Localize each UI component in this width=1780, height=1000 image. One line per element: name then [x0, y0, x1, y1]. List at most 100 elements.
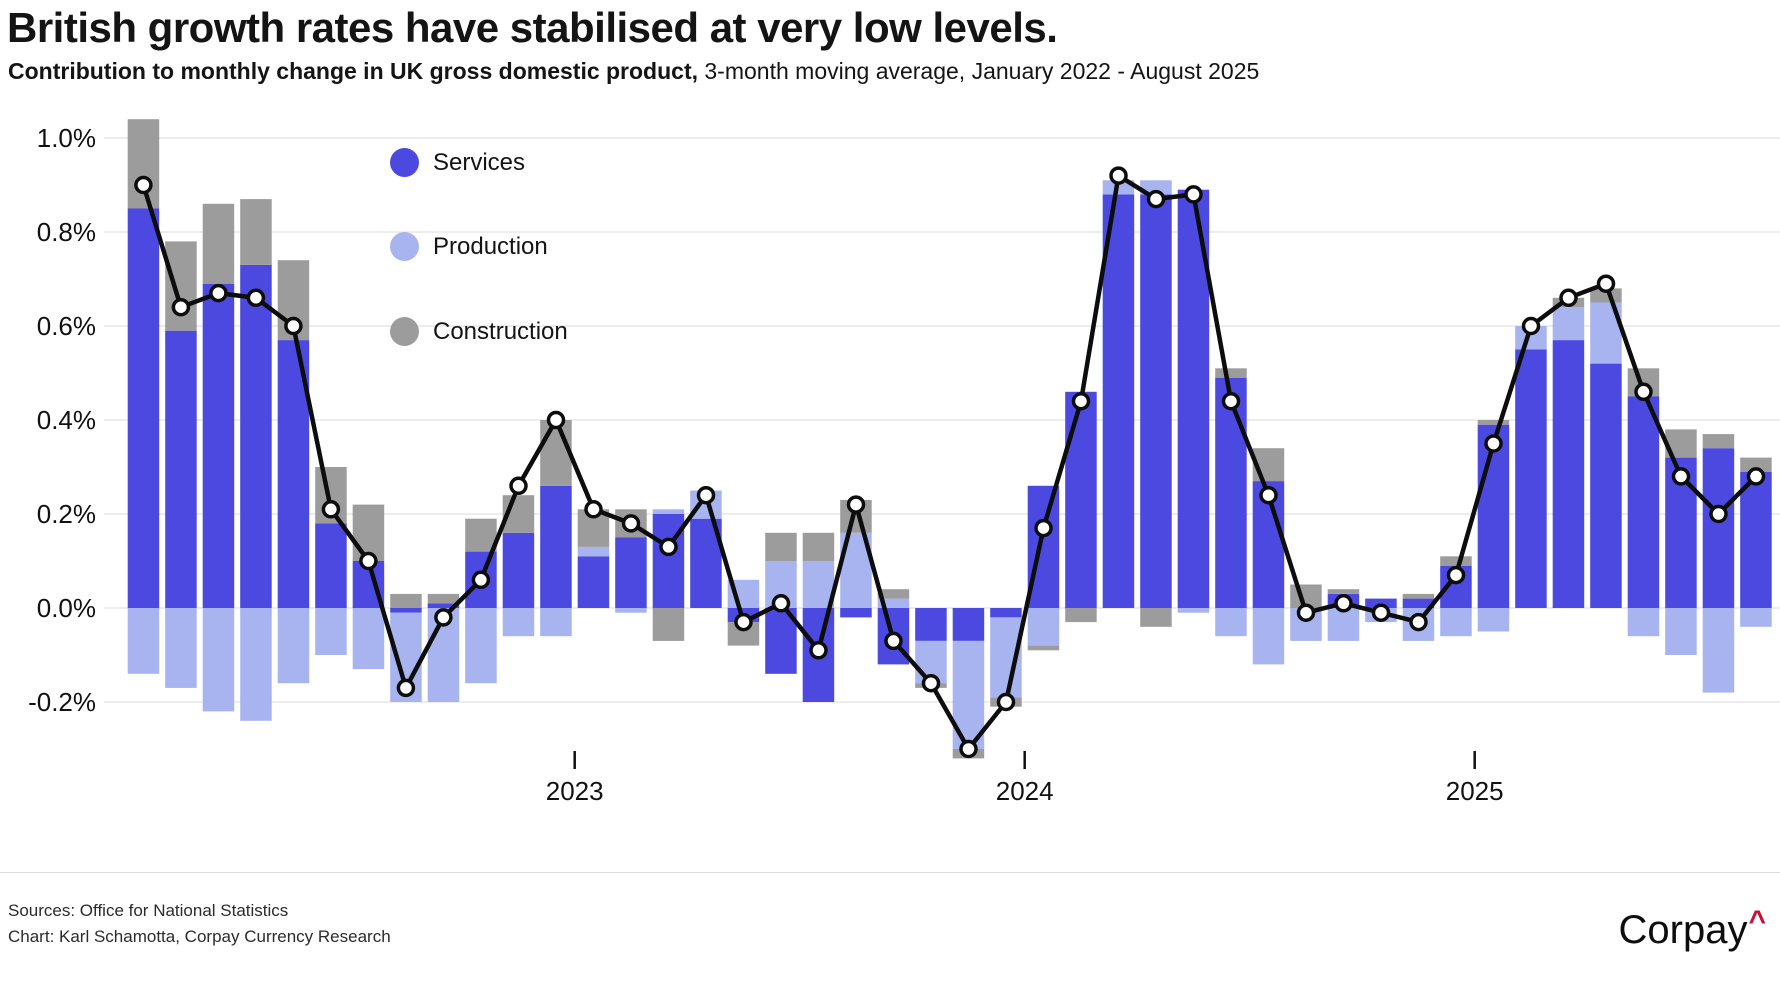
bar-segment-production-2023-03 [652, 509, 685, 514]
footer-chart-credit: Chart: Karl Schamotta, Corpay Currency R… [8, 927, 391, 946]
bar-segment-production-2024-07 [1252, 608, 1285, 665]
bar-segment-construction-2022-09 [427, 593, 460, 604]
corpay-logo-text: Corpay [1618, 908, 1748, 952]
line-marker-2022-05 [284, 316, 303, 336]
legend-label-production: Production [433, 232, 548, 260]
bar-segment-services-2022-11 [502, 532, 535, 608]
bar-segment-services-2023-10 [915, 608, 947, 641]
line-marker-2024-11 [1409, 612, 1428, 632]
y-axis-label: -0.2% [28, 687, 96, 717]
line-marker-2024-07 [1259, 485, 1278, 505]
services-swatch-icon [390, 148, 419, 177]
bar-segment-services-2023-08 [840, 608, 872, 618]
line-marker-2023-02 [621, 514, 641, 533]
bar-segment-production-2025-05 [1627, 608, 1660, 637]
bar-segment-production-2024-05 [1177, 608, 1210, 613]
production-swatch-icon [390, 232, 419, 261]
x-axis-label-2024: 2024 [995, 776, 1054, 806]
bar-segment-production-2022-04 [240, 608, 272, 721]
bar-segment-services-2023-11 [952, 608, 985, 641]
bar-segment-construction-2025-07 [1702, 434, 1735, 449]
line-marker-2023-01 [584, 500, 603, 519]
line-marker-2023-11 [959, 739, 978, 759]
construction-swatch-icon [390, 317, 419, 346]
y-axis-label: 0.2% [36, 499, 96, 529]
line-marker-2025-02 [1521, 316, 1541, 336]
bar-segment-services-2025-03 [1552, 340, 1585, 608]
line-marker-2022-07 [359, 551, 378, 571]
bar-segment-construction-2023-06 [765, 532, 797, 561]
bar-segment-services-2025-02 [1515, 349, 1547, 608]
bar-segment-production-2025-07 [1702, 608, 1735, 693]
bar-segment-production-2022-11 [502, 608, 535, 637]
bar-segment-construction-2025-04 [1590, 288, 1622, 303]
line-marker-2024-06 [1221, 391, 1241, 411]
bar-segment-production-2025-08 [1740, 608, 1772, 627]
line-marker-2024-09 [1334, 594, 1353, 613]
bar-segment-construction-2022-08 [390, 593, 422, 608]
bar-segment-services-2022-09 [427, 603, 460, 608]
bar-segment-construction-2023-03 [652, 608, 685, 641]
corpay-logo: Corpay^ [1619, 905, 1766, 953]
bar-segment-construction-2025-08 [1740, 457, 1772, 472]
bar-segment-construction-2023-09 [877, 589, 910, 599]
bar-segment-services-2023-01 [577, 556, 610, 608]
line-marker-2024-10 [1371, 603, 1391, 622]
line-marker-2022-08 [396, 678, 416, 698]
bar-segment-construction-2022-01 [127, 119, 160, 209]
bar-segment-services-2022-01 [127, 208, 160, 608]
y-axis-label: 1.0% [36, 123, 96, 153]
line-marker-2023-08 [846, 495, 866, 514]
bar-segment-services-2024-06 [1215, 377, 1247, 608]
bar-segment-construction-2024-01 [1027, 645, 1060, 651]
line-marker-2023-04 [696, 485, 716, 505]
bar-segment-construction-2024-12 [1440, 556, 1472, 566]
x-axis-label-2023: 2023 [545, 776, 604, 806]
line-marker-2024-08 [1296, 603, 1316, 622]
bar-segment-services-2023-02 [615, 537, 647, 608]
line-marker-2022-12 [546, 410, 566, 430]
line-marker-2024-01 [1034, 518, 1053, 538]
line-marker-2025-08 [1746, 467, 1766, 486]
footer-sources: Sources: Office for National Statistics [8, 901, 289, 920]
bar-segment-construction-2024-04 [1140, 608, 1172, 627]
bar-segment-production-2025-03 [1552, 307, 1585, 341]
bar-segment-services-2022-12 [540, 485, 572, 608]
x-axis-label-2025: 2025 [1445, 776, 1504, 806]
bar-segment-construction-2022-12 [540, 420, 572, 486]
bar-segment-services-2022-02 [165, 330, 197, 608]
line-marker-2022-06 [321, 500, 341, 519]
chart-subtitle: Contribution to monthly change in UK gro… [8, 58, 1259, 85]
line-marker-2024-02 [1071, 391, 1091, 411]
bar-segment-production-2022-06 [315, 608, 347, 655]
bar-segment-production-2023-09 [877, 598, 910, 608]
line-marker-2022-01 [134, 175, 153, 195]
bar-segment-production-2023-07 [802, 561, 835, 608]
bar-segment-production-2022-05 [277, 608, 310, 684]
bar-segment-services-2025-08 [1740, 471, 1772, 608]
bar-segment-production-2022-01 [127, 608, 160, 674]
legend-item-services: Services [390, 148, 525, 177]
bar-segment-production-2022-07 [352, 608, 385, 670]
y-axis-label: 0.4% [36, 405, 96, 435]
legend-label-services: Services [433, 148, 526, 176]
bar-segment-construction-2022-10 [465, 518, 497, 552]
line-marker-2025-01 [1484, 434, 1503, 453]
bar-segment-production-2022-03 [202, 608, 235, 712]
y-axis-label: 0.0% [36, 593, 96, 623]
bar-segment-construction-2022-04 [240, 199, 272, 265]
bar-segment-construction-2022-02 [165, 241, 197, 331]
bar-segment-construction-2024-06 [1215, 368, 1247, 378]
bar-segment-services-2025-01 [1477, 424, 1510, 608]
line-marker-2024-04 [1146, 189, 1166, 209]
bar-segment-construction-2024-11 [1402, 593, 1435, 599]
line-marker-2023-12 [996, 692, 1016, 712]
bar-segment-production-2022-12 [540, 608, 572, 637]
line-marker-2025-04 [1596, 274, 1616, 293]
line-marker-2025-07 [1709, 504, 1728, 524]
line-marker-2023-05 [734, 612, 753, 632]
bar-segment-construction-2023-07 [802, 532, 835, 561]
bar-segment-construction-2024-09 [1327, 589, 1360, 594]
bar-segment-services-2022-04 [240, 264, 272, 608]
